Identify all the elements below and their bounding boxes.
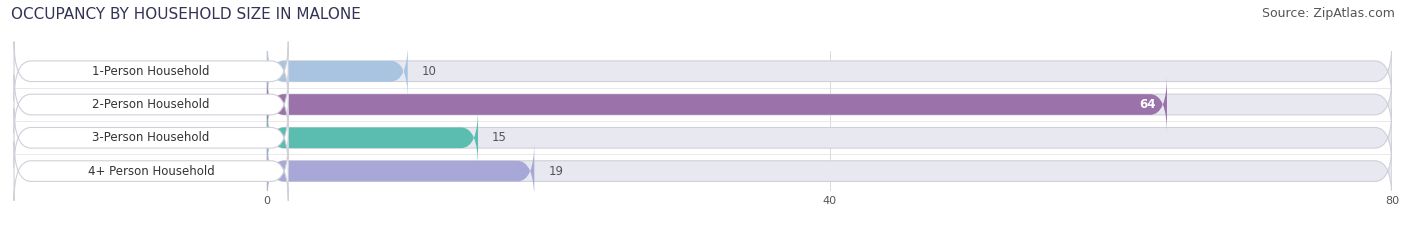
Text: 15: 15 [492, 131, 508, 144]
FancyBboxPatch shape [267, 42, 408, 101]
FancyBboxPatch shape [267, 42, 1392, 101]
FancyBboxPatch shape [14, 75, 288, 134]
Text: 10: 10 [422, 65, 437, 78]
Text: 3-Person Household: 3-Person Household [93, 131, 209, 144]
FancyBboxPatch shape [14, 42, 288, 101]
Text: 4+ Person Household: 4+ Person Household [87, 164, 215, 178]
FancyBboxPatch shape [267, 75, 1167, 134]
Text: 19: 19 [548, 164, 564, 178]
FancyBboxPatch shape [14, 108, 288, 168]
Text: Source: ZipAtlas.com: Source: ZipAtlas.com [1261, 7, 1395, 20]
Text: 2-Person Household: 2-Person Household [93, 98, 209, 111]
FancyBboxPatch shape [267, 108, 1392, 168]
FancyBboxPatch shape [267, 141, 1392, 201]
Text: 64: 64 [1139, 98, 1156, 111]
FancyBboxPatch shape [267, 141, 534, 201]
Text: OCCUPANCY BY HOUSEHOLD SIZE IN MALONE: OCCUPANCY BY HOUSEHOLD SIZE IN MALONE [11, 7, 361, 22]
Text: 1-Person Household: 1-Person Household [93, 65, 209, 78]
FancyBboxPatch shape [267, 75, 1392, 134]
FancyBboxPatch shape [14, 141, 288, 201]
FancyBboxPatch shape [267, 108, 478, 168]
